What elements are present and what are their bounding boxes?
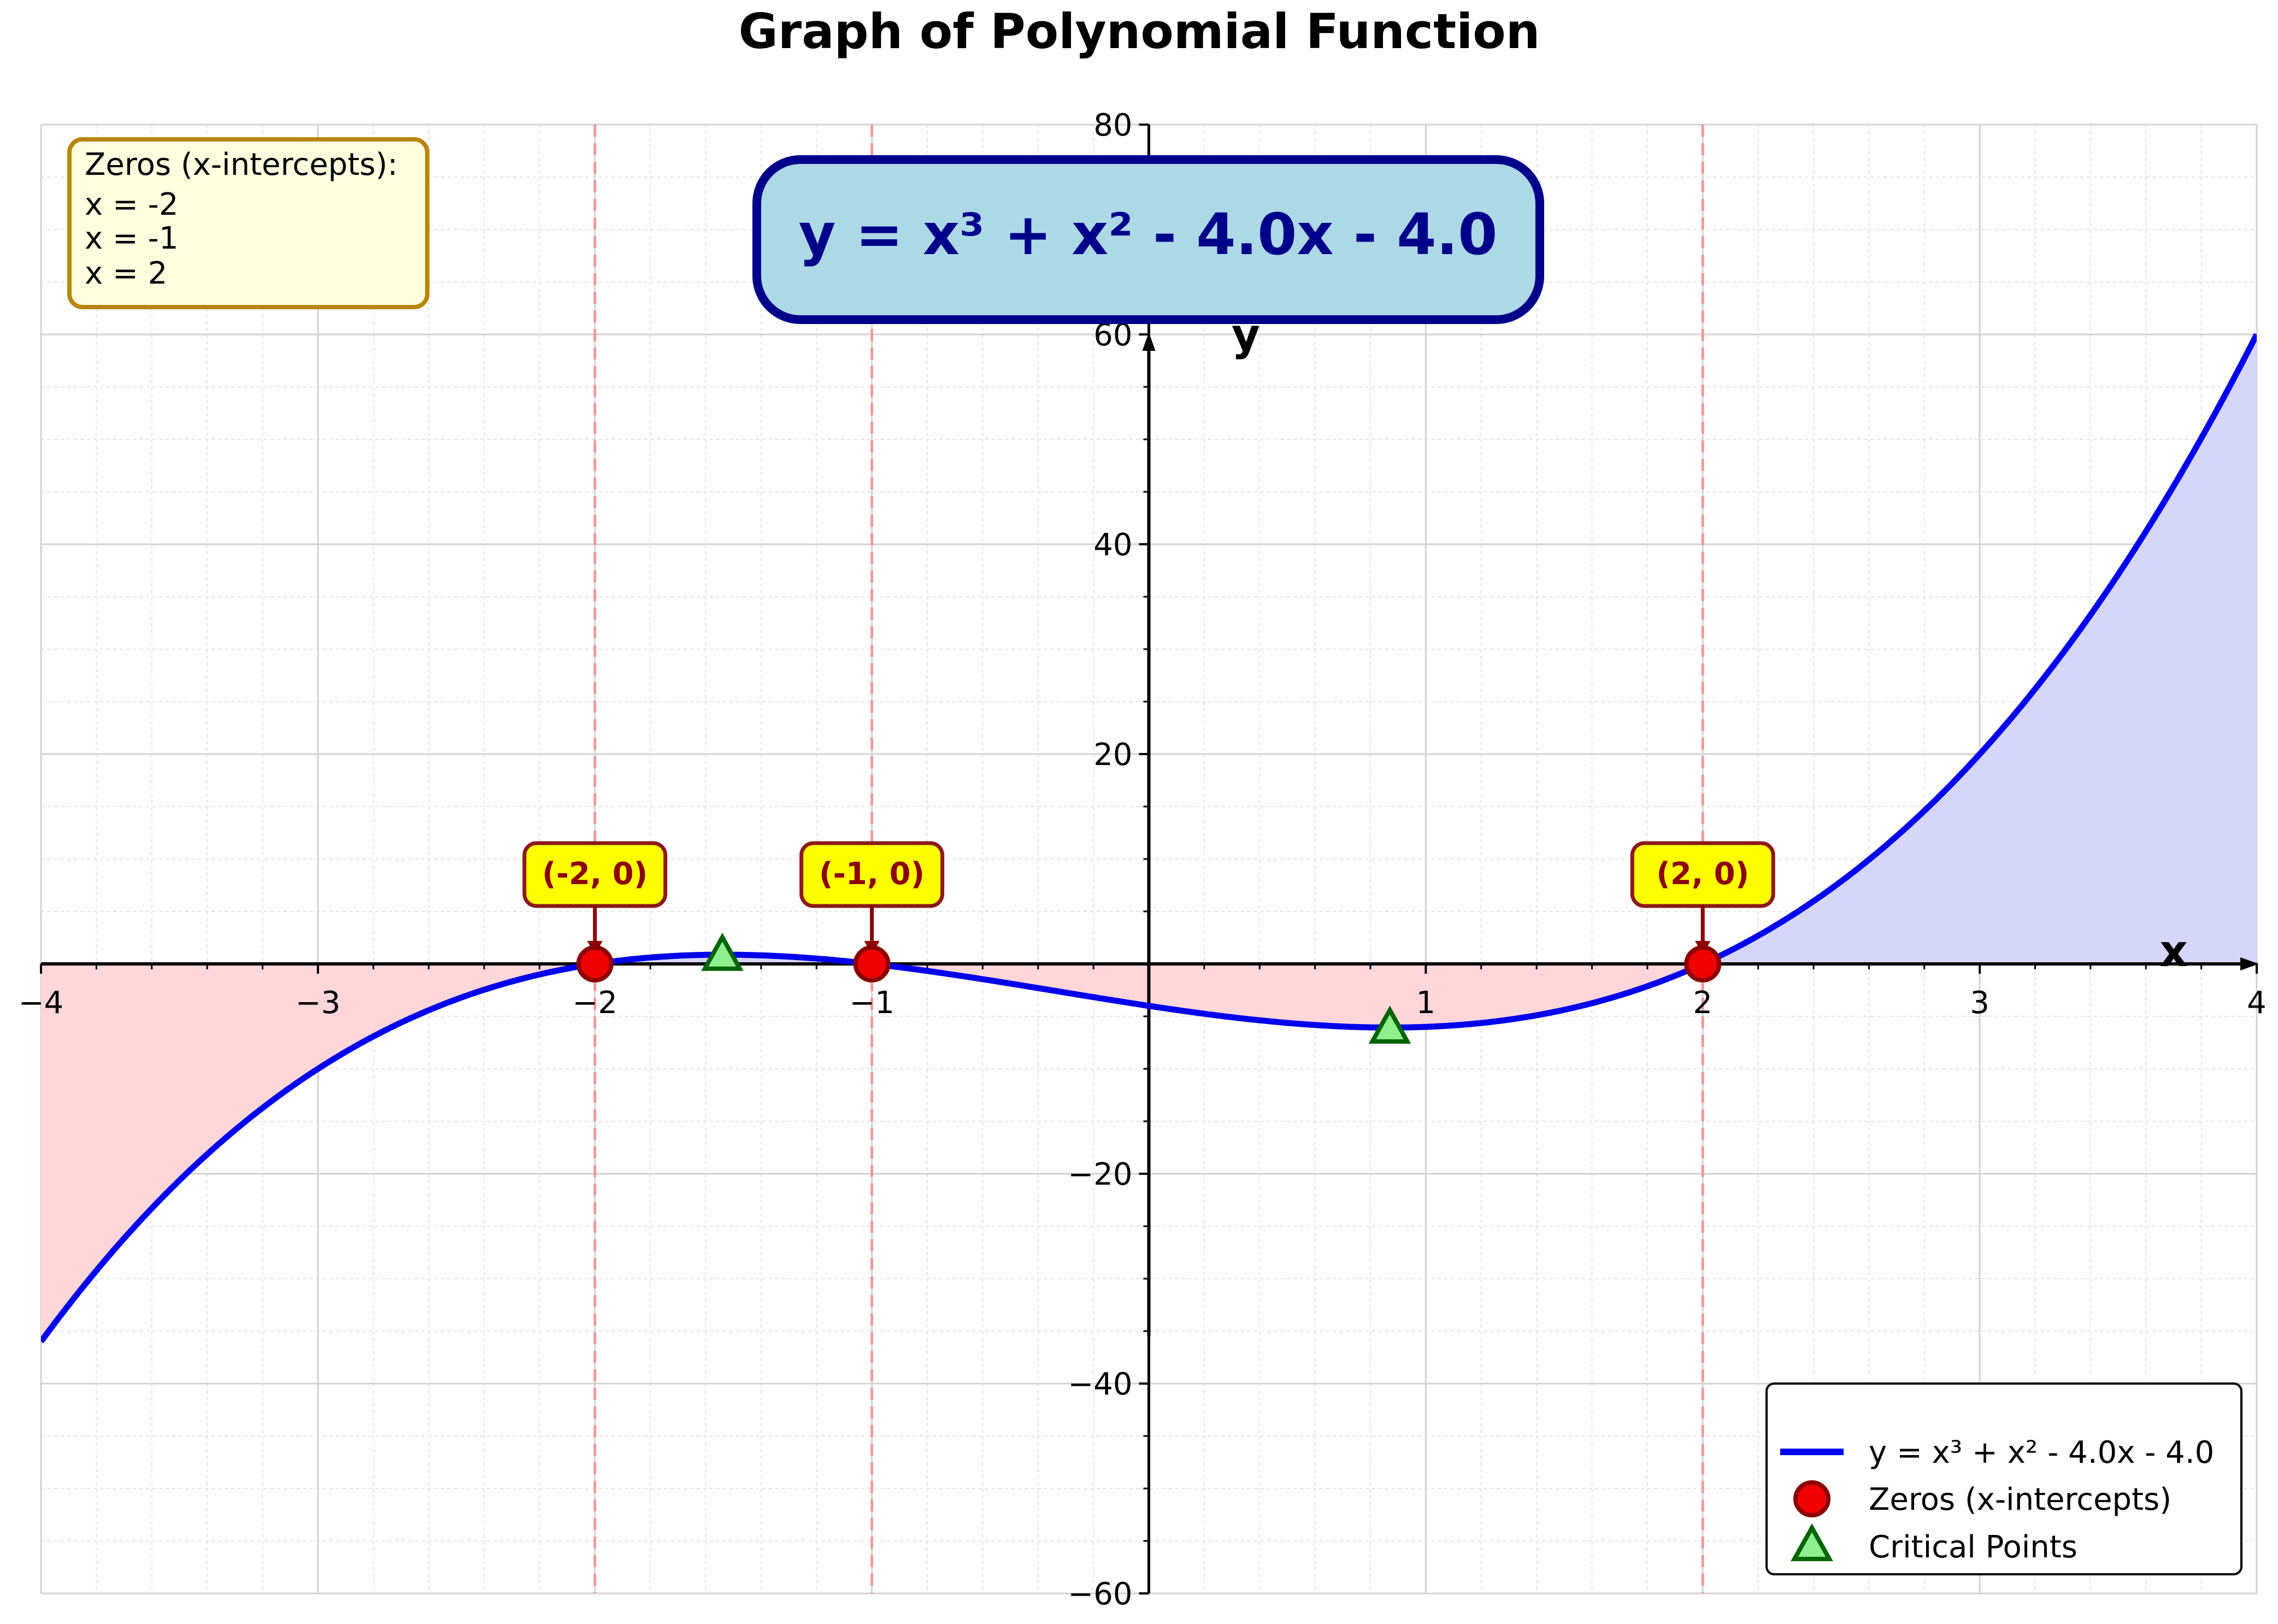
zero-point-marker: [576, 945, 614, 982]
y-axis-label: y: [1232, 309, 1260, 360]
x-axis-arrow-head: [2240, 957, 2259, 970]
zeros-info-line: x = -1: [85, 221, 179, 256]
curve-layer: [41, 333, 2257, 1344]
axes: [40, 123, 2259, 1594]
x-tick-label: −2: [572, 985, 617, 1021]
zero-point-marker: [1684, 945, 1722, 982]
zero-label-text: (-2, 0): [542, 856, 648, 892]
y-tick-label: −60: [1068, 1576, 1132, 1612]
zero-label-text: (-1, 0): [819, 856, 925, 892]
zeros-info-title: Zeros (x-intercepts):: [85, 147, 398, 183]
y-axis-arrow-head: [1142, 332, 1156, 351]
legend-label-curve: y = x³ + x² - 4.0x - 4.0: [1869, 1435, 2214, 1470]
zeros-info-box: Zeros (x-intercepts): x = -2 x = -1 x = …: [67, 137, 429, 309]
y-tick-label: 20: [1093, 737, 1132, 773]
negative-region-fill: [41, 964, 2257, 1342]
x-tick-label: 4: [2247, 985, 2267, 1021]
legend: y = x³ + x² - 4.0x - 4.0 Zeros (x-interc…: [1765, 1382, 2242, 1575]
zero-label-text: (2, 0): [1656, 856, 1749, 892]
legend-circle-marker-icon: [1793, 1480, 1830, 1517]
equation-box: y = x³ + x² - 4.0x - 4.0: [752, 155, 1544, 324]
y-tick-label: 80: [1093, 108, 1132, 143]
x-axis-label: x: [2159, 926, 2188, 976]
polynomial-curve-line: [41, 333, 2257, 1344]
legend-label-critical: Critical Points: [1869, 1529, 2077, 1565]
x-tick-label: 2: [1693, 985, 1712, 1021]
area-fills: [41, 334, 2257, 1342]
x-tick-label: −4: [19, 985, 64, 1021]
equation-text: y = x³ + x² - 4.0x - 4.0: [799, 201, 1498, 268]
y-tick-label: −40: [1068, 1367, 1132, 1402]
markers: [576, 932, 1722, 1044]
positive-region-fill: [41, 334, 2257, 964]
y-tick-label: −20: [1068, 1157, 1132, 1192]
x-tick-label: −3: [296, 985, 341, 1021]
zeros-info-line: x = -2: [85, 187, 179, 222]
zero-annotations: (-2, 0) (-1, 0) (2, 0): [522, 841, 1775, 955]
legend-triangle-marker-icon: [1791, 1523, 1833, 1561]
x-tick-label: −1: [849, 985, 894, 1021]
critical-point-marker: [1368, 1005, 1411, 1044]
x-tick-label: 1: [1416, 985, 1436, 1021]
zero-point-marker: [853, 945, 891, 982]
critical-point-marker: [701, 932, 744, 971]
y-tick-label: 40: [1093, 527, 1132, 563]
legend-label-zeros: Zeros (x-intercepts): [1869, 1482, 2171, 1517]
chart-title: Graph of Polynomial Function: [739, 3, 1540, 60]
x-tick-label: 3: [1970, 985, 1989, 1021]
zeros-info-line: x = 2: [85, 256, 167, 291]
